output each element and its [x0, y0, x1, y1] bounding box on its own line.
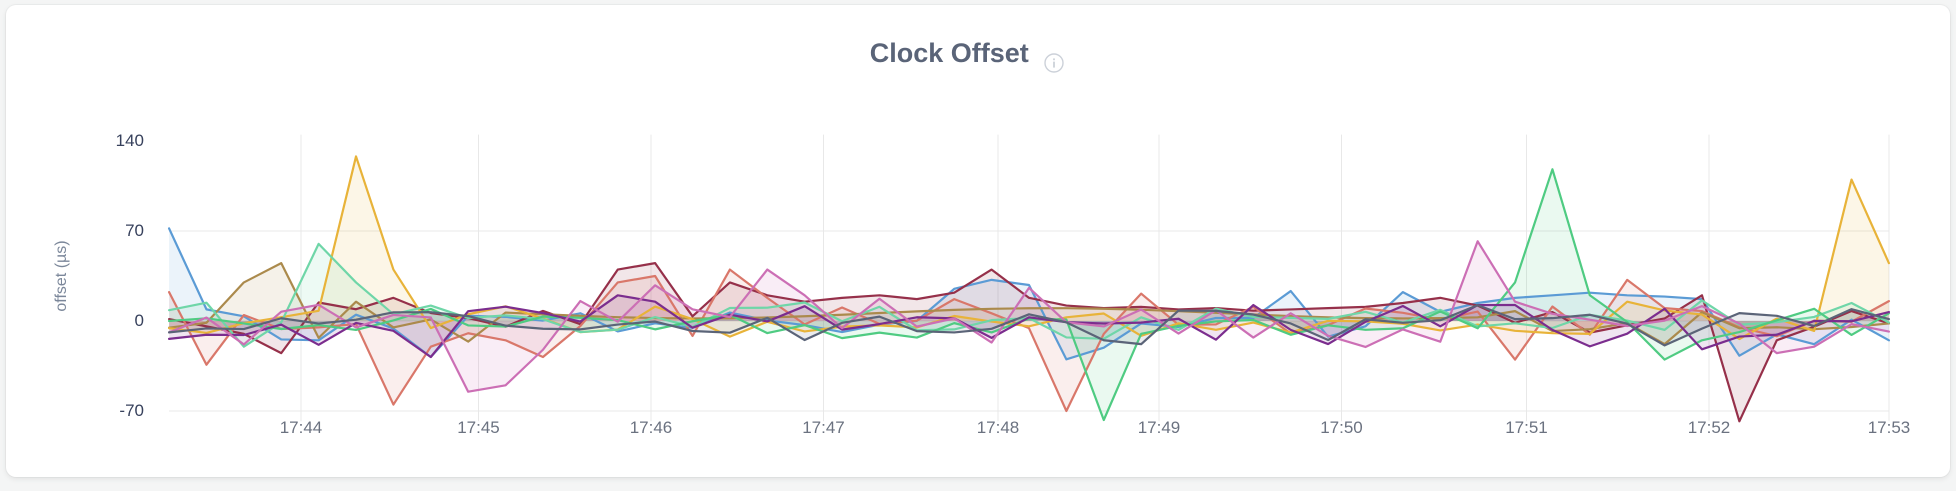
svg-text:17:45: 17:45 [457, 418, 500, 437]
svg-text:140: 140 [116, 131, 144, 150]
svg-text:70: 70 [125, 221, 144, 240]
svg-text:17:50: 17:50 [1320, 418, 1363, 437]
svg-text:0: 0 [135, 311, 144, 330]
svg-text:17:44: 17:44 [280, 418, 323, 437]
svg-text:17:51: 17:51 [1505, 418, 1548, 437]
svg-text:17:52: 17:52 [1688, 418, 1731, 437]
svg-text:17:46: 17:46 [630, 418, 673, 437]
svg-text:17:47: 17:47 [802, 418, 845, 437]
svg-text:-70: -70 [119, 401, 144, 420]
svg-text:17:53: 17:53 [1868, 418, 1911, 437]
svg-text:offset (µs): offset (µs) [53, 240, 70, 311]
svg-text:17:49: 17:49 [1138, 418, 1181, 437]
svg-text:17:48: 17:48 [977, 418, 1020, 437]
